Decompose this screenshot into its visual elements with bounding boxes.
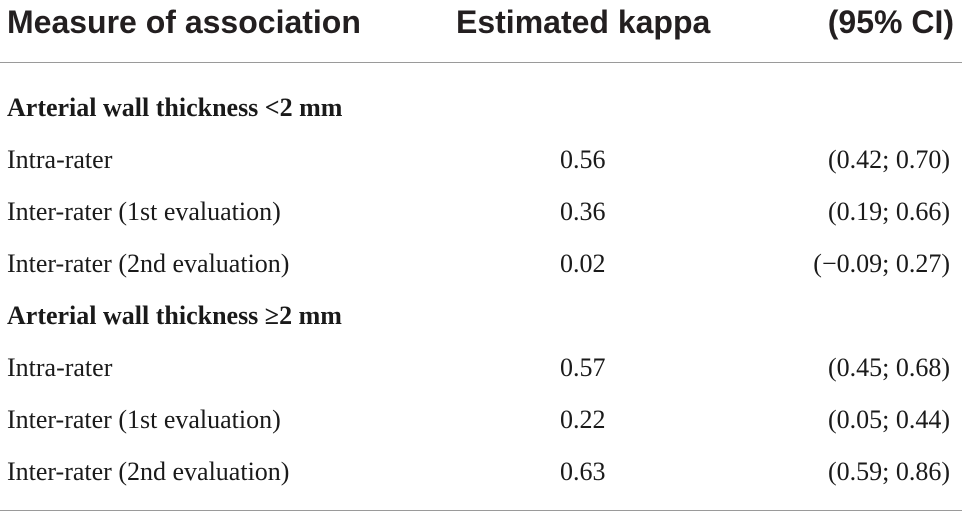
table-row: Intra-rater 0.57 (0.45; 0.68): [0, 348, 968, 388]
header-ci: (95% CI): [827, 4, 954, 40]
header-kappa: Estimated kappa: [456, 4, 711, 40]
row-label: Inter-rater (1st evaluation): [7, 197, 281, 226]
row-kappa: 0.36: [560, 197, 606, 226]
row-label: Inter-rater (2nd evaluation): [7, 249, 290, 278]
bottom-divider: [0, 510, 962, 511]
table-row: Inter-rater (1st evaluation) 0.36 (0.19;…: [0, 192, 968, 232]
row-ci: (0.19; 0.66): [827, 197, 950, 226]
row-kappa: 0.56: [560, 145, 606, 174]
header-divider: [0, 62, 962, 63]
row-kappa: 0.02: [560, 249, 606, 278]
row-ci: (0.45; 0.68): [827, 353, 950, 382]
header-measure: Measure of association: [7, 4, 361, 40]
row-ci: (0.42; 0.70): [827, 145, 950, 174]
row-kappa: 0.63: [560, 457, 606, 486]
table-row: Inter-rater (2nd evaluation) 0.63 (0.59;…: [0, 452, 968, 492]
table-row: Inter-rater (1st evaluation) 0.22 (0.05;…: [0, 400, 968, 440]
row-kappa: 0.57: [560, 353, 606, 382]
row-label: Inter-rater (1st evaluation): [7, 405, 281, 434]
row-label: Intra-rater: [7, 353, 113, 382]
section-row-thick: Arterial wall thickness ≥2 mm: [0, 296, 968, 336]
section-title: Arterial wall thickness ≥2 mm: [7, 301, 342, 330]
row-label: Inter-rater (2nd evaluation): [7, 457, 290, 486]
table-row: Inter-rater (2nd evaluation) 0.02 (−0.09…: [0, 244, 968, 284]
table-header: Measure of association Estimated kappa (…: [0, 0, 968, 62]
section-row-thin: Arterial wall thickness <2 mm: [0, 88, 968, 128]
section-title: Arterial wall thickness <2 mm: [7, 93, 343, 122]
table-row: Intra-rater 0.56 (0.42; 0.70): [0, 140, 968, 180]
row-ci: (0.05; 0.44): [827, 405, 950, 434]
row-kappa: 0.22: [560, 405, 606, 434]
row-ci: (0.59; 0.86): [827, 457, 950, 486]
row-ci: (−0.09; 0.27): [813, 249, 950, 278]
row-label: Intra-rater: [7, 145, 113, 174]
